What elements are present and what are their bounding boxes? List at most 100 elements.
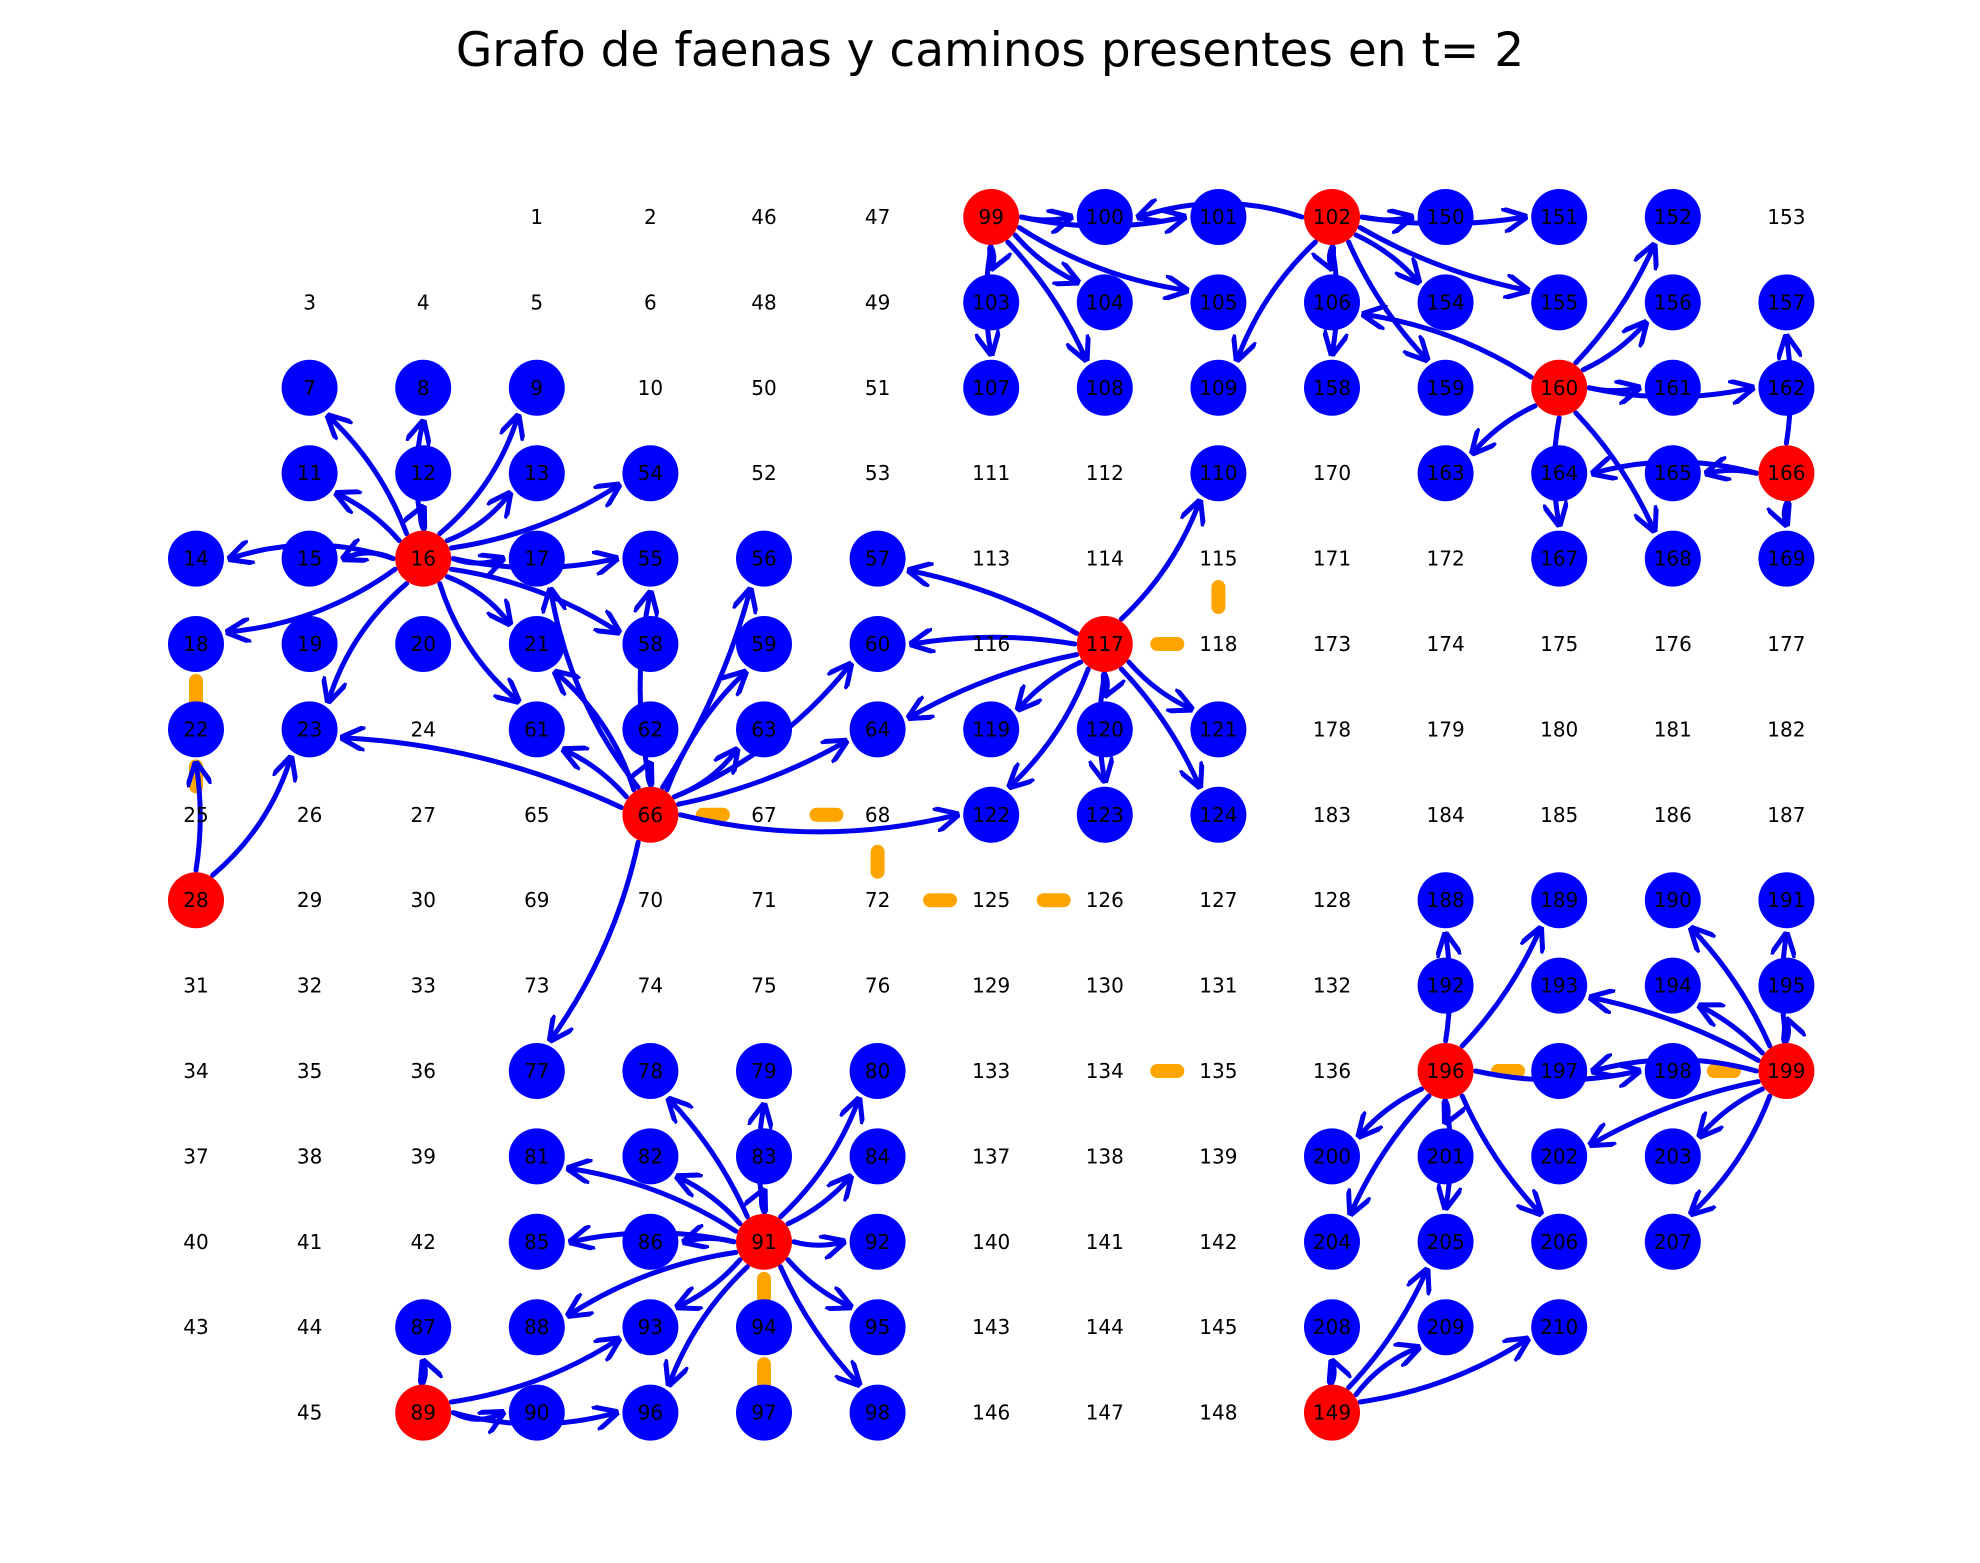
destination-marker xyxy=(1304,274,1360,331)
destination-marker xyxy=(736,1299,792,1356)
node-label: 127 xyxy=(1199,888,1237,912)
node-93: 93 xyxy=(622,1299,679,1356)
node-41: 41 xyxy=(297,1230,322,1254)
destination-marker xyxy=(1758,274,1815,331)
node-label: 85 xyxy=(524,1230,549,1254)
node-label: 151 xyxy=(1540,205,1578,229)
destination-marker xyxy=(395,445,452,502)
destination-marker xyxy=(1190,189,1247,245)
road-102-155 xyxy=(1357,225,1527,291)
destination-marker xyxy=(1531,445,1588,502)
faena-marker xyxy=(622,786,679,843)
node-label: 203 xyxy=(1654,1144,1692,1168)
node-label: 134 xyxy=(1086,1059,1124,1083)
node-164: 164 xyxy=(1531,445,1588,502)
node-147: 147 xyxy=(1086,1401,1124,1425)
node-label: 25 xyxy=(183,803,208,827)
node-label: 96 xyxy=(638,1401,663,1425)
faena-marker xyxy=(1417,1043,1474,1099)
node-63: 63 xyxy=(736,701,792,758)
node-label: 124 xyxy=(1199,803,1237,827)
destination-marker xyxy=(1531,1299,1588,1356)
faena-marker xyxy=(1076,616,1133,672)
destination-marker xyxy=(508,1043,565,1099)
road-199-207 xyxy=(1692,1093,1773,1214)
node-label: 40 xyxy=(183,1230,208,1254)
node-166: 166 xyxy=(1758,445,1815,502)
node-131: 131 xyxy=(1199,974,1237,998)
node-160: 160 xyxy=(1531,359,1588,416)
node-label: 111 xyxy=(972,461,1010,485)
destination-marker xyxy=(281,701,338,758)
node-label: 52 xyxy=(751,461,776,485)
destination-marker xyxy=(1190,274,1247,331)
node-label: 178 xyxy=(1313,717,1351,741)
node-98: 98 xyxy=(849,1384,906,1441)
node-97: 97 xyxy=(736,1384,792,1441)
node-201: 201 xyxy=(1417,1128,1474,1185)
node-label: 49 xyxy=(865,290,890,314)
node-label: 65 xyxy=(524,803,549,827)
node-192: 192 xyxy=(1417,957,1474,1014)
destination-marker xyxy=(1644,359,1701,416)
node-26: 26 xyxy=(297,803,322,827)
road-16-11 xyxy=(337,494,402,544)
node-124: 124 xyxy=(1190,786,1247,843)
destination-marker xyxy=(281,616,338,672)
node-label: 89 xyxy=(410,1401,435,1425)
node-209: 209 xyxy=(1417,1299,1474,1356)
node-label: 66 xyxy=(638,803,663,827)
road-99-105 xyxy=(1016,225,1186,291)
node-label: 175 xyxy=(1540,632,1578,656)
node-label: 106 xyxy=(1313,290,1351,314)
destination-marker xyxy=(281,445,338,502)
node-label: 183 xyxy=(1313,803,1351,827)
road-91-78 xyxy=(669,1099,750,1220)
node-label: 133 xyxy=(972,1059,1010,1083)
node-89: 89 xyxy=(395,1384,452,1441)
destination-marker xyxy=(1758,359,1815,416)
destination-marker xyxy=(1644,957,1701,1014)
node-label: 75 xyxy=(751,974,776,998)
node-label: 139 xyxy=(1199,1144,1237,1168)
node-135: 135 xyxy=(1199,1059,1237,1083)
road-16-18 xyxy=(228,566,398,632)
node-label: 170 xyxy=(1313,461,1351,485)
destination-marker xyxy=(1190,701,1247,758)
node-label: 119 xyxy=(972,717,1010,741)
node-31: 31 xyxy=(183,974,208,998)
node-label: 53 xyxy=(865,461,890,485)
destination-marker xyxy=(849,530,906,587)
node-76: 76 xyxy=(865,974,890,998)
destination-marker xyxy=(281,359,338,416)
road-66-62 xyxy=(648,763,651,784)
node-28: 28 xyxy=(168,872,224,929)
node-62: 62 xyxy=(622,701,679,758)
node-86: 86 xyxy=(622,1213,679,1270)
node-78: 78 xyxy=(622,1043,679,1099)
destination-marker xyxy=(1190,786,1247,843)
node-label: 153 xyxy=(1767,205,1805,229)
node-83: 83 xyxy=(736,1128,792,1185)
destination-marker xyxy=(1758,957,1815,1014)
node-155: 155 xyxy=(1531,274,1588,331)
node-label: 93 xyxy=(638,1315,663,1339)
node-151: 151 xyxy=(1531,189,1588,245)
node-label: 36 xyxy=(410,1059,435,1083)
node-label: 112 xyxy=(1086,461,1124,485)
node-82: 82 xyxy=(622,1128,679,1185)
node-label: 20 xyxy=(410,632,435,656)
road-199-194 xyxy=(1700,1006,1765,1056)
node-61: 61 xyxy=(508,701,565,758)
node-label: 132 xyxy=(1313,974,1351,998)
road-91-82 xyxy=(678,1177,743,1227)
road-166-169 xyxy=(1784,503,1786,524)
node-label: 42 xyxy=(410,1230,435,1254)
node-label: 80 xyxy=(865,1059,890,1083)
destination-marker xyxy=(1531,274,1588,331)
node-label: 198 xyxy=(1654,1059,1692,1083)
node-199: 199 xyxy=(1758,1043,1815,1099)
node-149: 149 xyxy=(1304,1384,1360,1441)
node-label: 105 xyxy=(1199,290,1237,314)
destination-marker xyxy=(1531,189,1588,245)
